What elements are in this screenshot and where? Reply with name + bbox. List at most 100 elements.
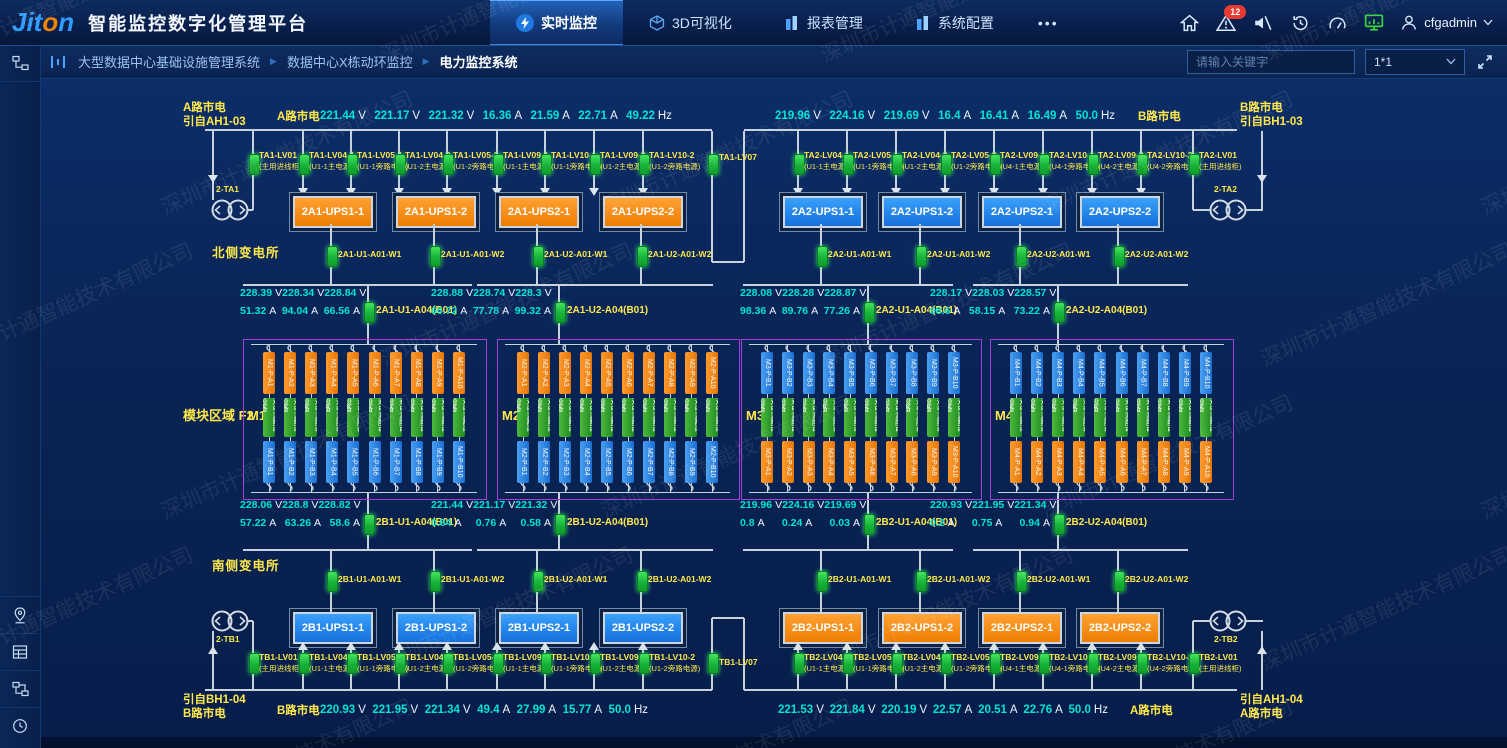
breaker-2B1-U1-A04(B01)[interactable] — [363, 513, 375, 535]
pdu-bar-M4-P-A1[interactable]: M4-P-A1 — [1010, 441, 1022, 483]
pdu-bar-M1-P-B10[interactable]: M1-P-B10 — [453, 441, 465, 483]
pdu-bar-M3-P-A6[interactable]: M3-P-A6 — [864, 441, 877, 483]
breaker-TA1-LV05-1[interactable] — [346, 153, 358, 175]
pdu-bar-M3-P-A9[interactable]: M3-P-A9 — [927, 441, 940, 483]
ats-bar-M3-5[interactable]: 双电源配电设备 — [844, 398, 857, 437]
ups-2A1-UPS1-1[interactable]: 2A1-UPS1-1 — [293, 196, 373, 228]
breaker-2B2-U2-A04(B01)[interactable] — [1053, 513, 1065, 535]
pdu-bar-M1-P-B4[interactable]: M1-P-B4 — [326, 441, 339, 483]
layout-select[interactable]: 1*1 — [1365, 48, 1465, 75]
ats-bar-M4-10[interactable]: 双电源配电设备 — [1200, 398, 1212, 437]
ats-bar-M3-10[interactable]: 双电源配电设备 — [948, 398, 960, 437]
pdu-bar-M3-P-B7[interactable]: M3-P-B7 — [885, 352, 898, 394]
pdu-bar-M2-P-B7[interactable]: M2-P-B7 — [643, 441, 655, 483]
breaker-TB1-LV07[interactable] — [707, 652, 719, 674]
ats-bar-M4-9[interactable]: 双电源配电设备 — [1178, 398, 1191, 437]
pdu-bar-M4-P-A6[interactable]: M4-P-A6 — [1115, 441, 1128, 483]
pdu-bar-M3-P-B3[interactable]: M3-P-B3 — [802, 352, 815, 394]
pdu-bar-M4-P-A8[interactable]: M4-P-A8 — [1157, 441, 1170, 483]
pdu-bar-M3-P-B5[interactable]: M3-P-B5 — [844, 352, 857, 394]
pdu-bar-M4-P-A7[interactable]: M4-P-A7 — [1136, 441, 1149, 483]
pdu-bar-M2-P-B6[interactable]: M2-P-B6 — [622, 441, 634, 483]
pdu-bar-M2-P-A2[interactable]: M2-P-A2 — [538, 352, 550, 394]
pdu-bar-M1-P-A9[interactable]: M1-P-A9 — [431, 352, 444, 394]
breaker-TA1-LV10-2[interactable] — [638, 153, 650, 175]
pdu-bar-M3-P-A3[interactable]: M3-P-A3 — [802, 441, 815, 483]
breaker-TA2-LV05-2[interactable] — [940, 153, 952, 175]
ats-bar-M1-10[interactable]: 双电源配电设备 — [453, 398, 465, 437]
breaker-TA1-LV04-1[interactable] — [298, 153, 310, 175]
pdu-bar-M1-P-A10[interactable]: M1-P-A10 — [453, 352, 465, 394]
pdu-bar-M3-P-B1[interactable]: M3-P-B1 — [761, 352, 773, 394]
breaker-2A1-U2-A01-W2[interactable] — [636, 245, 648, 267]
ats-bar-M4-5[interactable]: 双电源配电设备 — [1094, 398, 1107, 437]
flow-icon[interactable] — [0, 670, 40, 707]
breaker-TA2-LV10-1[interactable] — [1038, 153, 1050, 175]
breaker-2A2-U1-A01-W1[interactable] — [816, 245, 828, 267]
pdu-bar-M1-P-A5[interactable]: M1-P-A5 — [347, 352, 360, 394]
breaker-TA1-LV10-1[interactable] — [540, 153, 552, 175]
pdu-bar-M2-P-B10[interactable]: M2-P-B10 — [706, 441, 718, 483]
pdu-bar-M1-P-B3[interactable]: M1-P-B3 — [305, 441, 318, 483]
mute-icon[interactable] — [1252, 12, 1274, 34]
ats-bar-M3-4[interactable]: 双电源配电设备 — [823, 398, 836, 437]
pdu-bar-M1-P-B5[interactable]: M1-P-B5 — [347, 441, 360, 483]
pdu-bar-M4-P-B7[interactable]: M4-P-B7 — [1136, 352, 1149, 394]
pdu-bar-M4-P-A4[interactable]: M4-P-A4 — [1073, 441, 1086, 483]
breaker-2B1-U1-A01-W2[interactable] — [429, 570, 441, 592]
pdu-bar-M2-P-A8[interactable]: M2-P-A8 — [664, 352, 676, 394]
pdu-bar-M2-P-B4[interactable]: M2-P-B4 — [580, 441, 592, 483]
breadcrumb-item[interactable]: 数据中心X栋动环监控 — [286, 55, 413, 70]
pdu-bar-M4-P-B5[interactable]: M4-P-B5 — [1094, 352, 1107, 394]
ats-bar-M1-6[interactable]: 双电源配电设备 — [368, 398, 381, 437]
breaker-TB1-LV05-2[interactable] — [442, 652, 454, 674]
ups-2B2-UPS1-1[interactable]: 2B2-UPS1-1 — [783, 612, 863, 644]
ats-bar-M2-6[interactable]: 双电源配电设备 — [622, 398, 634, 437]
ups-2A1-UPS2-2[interactable]: 2A1-UPS2-2 — [603, 196, 683, 228]
pdu-bar-M2-P-A10[interactable]: M2-P-A10 — [706, 352, 718, 394]
ats-bar-M2-7[interactable]: 双电源配电设备 — [643, 398, 655, 437]
breaker-TB1-LV09-1[interactable] — [492, 652, 504, 674]
pdu-bar-M3-P-B2[interactable]: M3-P-B2 — [781, 352, 794, 394]
pdu-bar-M3-P-B8[interactable]: M3-P-B8 — [906, 352, 919, 394]
ats-bar-M1-8[interactable]: 双电源配电设备 — [410, 398, 423, 437]
pdu-bar-M3-P-B6[interactable]: M3-P-B6 — [864, 352, 877, 394]
ats-bar-M1-2[interactable]: 双电源配电设备 — [284, 398, 297, 437]
breaker-TA1-LV07[interactable] — [707, 153, 719, 175]
ats-bar-M1-1[interactable]: 双电源配电设备 — [263, 398, 275, 437]
pdu-bar-M1-P-B8[interactable]: M1-P-B8 — [410, 441, 423, 483]
ats-bar-M2-1[interactable]: 双电源配电设备 — [517, 398, 529, 437]
ats-bar-M1-7[interactable]: 双电源配电设备 — [389, 398, 402, 437]
panel-toggle-icon[interactable] — [50, 55, 66, 69]
gauge-icon[interactable] — [1326, 12, 1348, 34]
breaker-TA2-LV10-2[interactable] — [1136, 153, 1148, 175]
nav-item-realtime-monitor[interactable]: 实时监控 — [490, 0, 623, 45]
pdu-bar-M3-P-A7[interactable]: M3-P-A7 — [885, 441, 898, 483]
breaker-TA1-LV09-2[interactable] — [589, 153, 601, 175]
pdu-bar-M2-P-A3[interactable]: M2-P-A3 — [559, 352, 571, 394]
pdu-bar-M1-P-B6[interactable]: M1-P-B6 — [368, 441, 381, 483]
pdu-bar-M3-P-A8[interactable]: M3-P-A8 — [906, 441, 919, 483]
breaker-TB2-LV05-2[interactable] — [940, 652, 952, 674]
ups-2A2-UPS1-1[interactable]: 2A2-UPS1-1 — [783, 196, 863, 228]
breaker-TA1-LV01[interactable] — [248, 153, 260, 175]
transformer-2-TB2[interactable] — [1205, 608, 1251, 634]
pdu-bar-M4-P-A5[interactable]: M4-P-A5 — [1094, 441, 1107, 483]
pdu-bar-M2-P-A1[interactable]: M2-P-A1 — [517, 352, 529, 394]
breaker-TB1-LV09-2[interactable] — [589, 652, 601, 674]
pdu-bar-M3-P-B4[interactable]: M3-P-B4 — [823, 352, 836, 394]
pdu-bar-M4-P-A10[interactable]: M4-P-A10 — [1200, 441, 1212, 483]
location-icon[interactable] — [0, 596, 40, 633]
ups-2A2-UPS2-1[interactable]: 2A2-UPS2-1 — [982, 196, 1062, 228]
ups-2B2-UPS1-2[interactable]: 2B2-UPS1-2 — [882, 612, 962, 644]
pdu-bar-M4-P-A9[interactable]: M4-P-A9 — [1178, 441, 1191, 483]
ats-bar-M4-3[interactable]: 双电源配电设备 — [1052, 398, 1065, 437]
breaker-2B1-U2-A01-W1[interactable] — [532, 570, 544, 592]
ats-bar-M2-10[interactable]: 双电源配电设备 — [706, 398, 718, 437]
pdu-bar-M4-P-B10[interactable]: M4-P-B10 — [1200, 352, 1212, 394]
ats-bar-M2-8[interactable]: 双电源配电设备 — [664, 398, 676, 437]
ats-bar-M2-9[interactable]: 双电源配电设备 — [685, 398, 697, 437]
breaker-2B2-U1-A01-W1[interactable] — [816, 570, 828, 592]
ats-bar-M1-9[interactable]: 双电源配电设备 — [431, 398, 444, 437]
pdu-bar-M3-P-A2[interactable]: M3-P-A2 — [781, 441, 794, 483]
